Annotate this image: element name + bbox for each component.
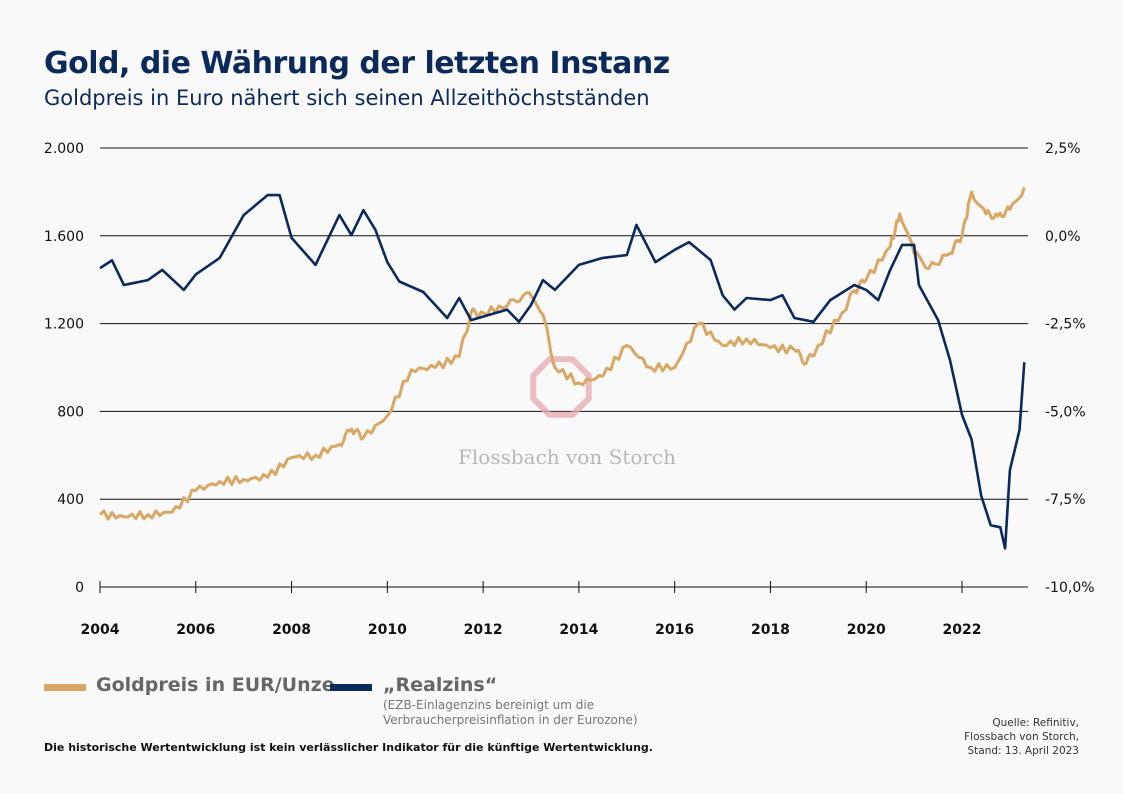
legend-note: (EZB-Einlagenzins bereinigt um die Verbr… bbox=[383, 698, 683, 728]
source-line: Quelle: Refinitiv, bbox=[992, 717, 1079, 729]
y-right-tick-label: -7,5% bbox=[1045, 492, 1086, 508]
x-tick-label: 2020 bbox=[847, 622, 886, 638]
source-line: Stand: 13. April 2023 bbox=[967, 745, 1079, 757]
y-left-tick-label: 1.600 bbox=[44, 229, 84, 245]
x-tick-label: 2022 bbox=[943, 622, 982, 638]
legend-label-gold: Goldpreis in EUR/Unze bbox=[96, 674, 335, 696]
x-tick-label: 2004 bbox=[81, 622, 120, 638]
disclaimer: Die historische Wertentwicklung ist kein… bbox=[44, 741, 653, 754]
x-tick-label: 2010 bbox=[368, 622, 407, 638]
real-rate-line bbox=[99, 193, 1026, 550]
legend-swatch-gold bbox=[44, 684, 86, 691]
chart-title: Gold, die Währung der letzten Instanz bbox=[44, 46, 670, 81]
legend-note-line: Verbraucherpreisinflation in der Eurozon… bbox=[383, 713, 638, 727]
watermark-logo: Flossbach von Storch bbox=[458, 356, 676, 469]
legend-label-real: „Realzins“ bbox=[383, 674, 498, 696]
x-tick-label: 2014 bbox=[559, 622, 598, 638]
y-right-tick-label: 2,5% bbox=[1045, 141, 1081, 157]
y-left-tick-label: 400 bbox=[57, 492, 84, 508]
x-tick-label: 2016 bbox=[655, 622, 694, 638]
y-right-tick-label: -10,0% bbox=[1045, 580, 1095, 596]
y-left-tick-label: 2.000 bbox=[44, 141, 84, 157]
x-tick-label: 2006 bbox=[176, 622, 215, 638]
chart-subtitle: Goldpreis in Euro nähert sich seinen All… bbox=[44, 86, 650, 110]
source-line: Flossbach von Storch, bbox=[964, 731, 1079, 743]
y-right-tick-label: 0,0% bbox=[1045, 229, 1081, 245]
gold-price-line bbox=[98, 187, 1026, 521]
y-right-tick-label: -2,5% bbox=[1045, 317, 1086, 333]
y-left-tick-label: 0 bbox=[75, 580, 84, 596]
source-note: Quelle: Refinitiv, Flossbach von Storch,… bbox=[964, 716, 1079, 758]
y-left-tick-label: 800 bbox=[57, 404, 84, 420]
y-right-tick-label: -5,0% bbox=[1045, 404, 1086, 420]
x-tick-label: 2012 bbox=[464, 622, 503, 638]
legend-note-line: (EZB-Einlagenzins bereinigt um die bbox=[383, 698, 595, 712]
legend-swatch-real bbox=[330, 684, 372, 691]
watermark-text: Flossbach von Storch bbox=[458, 445, 676, 469]
x-tick-label: 2008 bbox=[272, 622, 311, 638]
y-left-tick-label: 1.200 bbox=[44, 317, 84, 333]
x-tick-label: 2018 bbox=[751, 622, 790, 638]
